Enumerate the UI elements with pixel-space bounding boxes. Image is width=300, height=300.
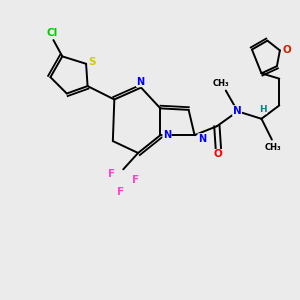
Text: N: N [233,106,242,116]
Text: H: H [259,105,267,114]
Text: F: F [108,169,115,179]
Text: F: F [117,187,124,196]
Text: CH₃: CH₃ [265,142,282,152]
Text: N: N [163,130,171,140]
Text: CH₃: CH₃ [213,79,230,88]
Text: O: O [282,45,291,56]
Text: N: N [136,76,145,87]
Text: F: F [132,175,139,185]
Text: N: N [198,134,206,144]
Text: O: O [214,149,223,160]
Text: S: S [88,57,96,67]
Text: Cl: Cl [46,28,58,38]
